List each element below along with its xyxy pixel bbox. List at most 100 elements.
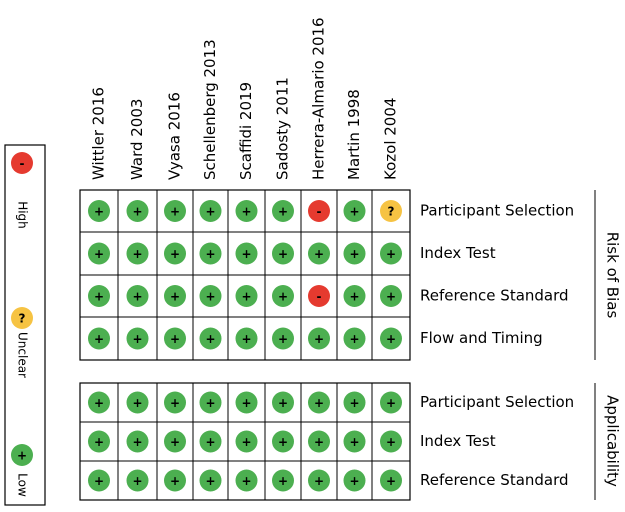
judgment-circle: [308, 327, 330, 350]
group-title: Applicability: [604, 395, 622, 487]
judgment-circle: [235, 285, 258, 307]
judgment-circle: [199, 285, 222, 307]
judgment-circle: [199, 200, 222, 222]
judgment-symbol: +: [132, 290, 142, 304]
judgment-symbol: +: [278, 474, 288, 488]
judgment-symbol: +: [278, 396, 288, 410]
judgment-circle: [164, 430, 186, 453]
judgment-circle: [343, 391, 366, 414]
judgment-circle: [88, 430, 110, 453]
study-label: Vyasa 2016: [166, 92, 184, 180]
judgment-circle: [164, 327, 186, 350]
judgment-symbol: +: [132, 205, 142, 219]
judgment-circle: [380, 200, 402, 222]
study-label: Martin 1998: [345, 89, 363, 180]
judgment-circle: [164, 469, 186, 492]
judgment-circle: [126, 469, 149, 492]
table-border: [79, 382, 411, 501]
judgment-symbol: +: [314, 332, 324, 346]
judgment-circle: [343, 242, 366, 265]
study-label: Kozol 2004: [382, 98, 400, 180]
judgment-symbol: +: [349, 247, 359, 261]
judgment-symbol: -: [317, 290, 322, 304]
domain-label: Participant Selection: [420, 202, 574, 220]
legend-box: [4, 144, 46, 506]
judgment-symbol: +: [205, 435, 215, 449]
judgment-circle: [88, 242, 110, 265]
judgment-symbol: +: [170, 247, 180, 261]
judgment-circle: [126, 242, 149, 265]
judgment-circle: [235, 242, 258, 265]
judgment-circle: [199, 327, 222, 350]
judgment-symbol: +: [94, 474, 104, 488]
judgment-symbol: +: [170, 332, 180, 346]
judgment-circle: [343, 327, 366, 350]
judgment-circle: [380, 327, 402, 350]
judgment-circle: [308, 200, 330, 222]
judgment-symbol: +: [349, 205, 359, 219]
domain-label: Index Test: [420, 432, 496, 450]
judgment-circle: [235, 430, 258, 453]
judgment-circle: [235, 469, 258, 492]
judgment-circle: [88, 200, 110, 222]
judgment-circle: [199, 391, 222, 414]
domain-label: Index Test: [420, 244, 496, 262]
judgment-circle: [272, 242, 294, 265]
judgment-circle: [126, 430, 149, 453]
judgment-symbol: +: [241, 247, 251, 261]
judgment-symbol: +: [170, 290, 180, 304]
judgment-symbol: +: [386, 332, 396, 346]
judgment-circle: [343, 285, 366, 307]
domain-label: Reference Standard: [420, 287, 569, 305]
judgment-circle: [272, 469, 294, 492]
judgment-circle: [235, 391, 258, 414]
judgment-circle: [126, 391, 149, 414]
group-title: Risk of Bias: [604, 232, 622, 319]
judgment-symbol: -: [317, 205, 322, 219]
judgment-symbol: +: [205, 474, 215, 488]
judgment-symbol: +: [386, 474, 396, 488]
judgment-circle: [308, 469, 330, 492]
judgment-symbol: +: [278, 435, 288, 449]
judgment-circle: [308, 242, 330, 265]
judgment-symbol: +: [170, 435, 180, 449]
judgment-symbol: +: [349, 474, 359, 488]
legend-symbol-text: +: [17, 449, 27, 463]
judgment-symbol: +: [170, 396, 180, 410]
judgment-symbol: +: [349, 290, 359, 304]
judgment-symbol: +: [314, 247, 324, 261]
judgment-symbol: +: [278, 205, 288, 219]
judgment-symbol: +: [94, 290, 104, 304]
judgment-circle: [272, 285, 294, 307]
judgment-symbol: +: [241, 332, 251, 346]
legend-symbol: [11, 152, 33, 174]
judgment-circle: [272, 430, 294, 453]
study-label: Herrera-Almario 2016: [310, 17, 328, 180]
legend-label: High: [16, 201, 30, 229]
judgment-symbol: +: [205, 332, 215, 346]
judgment-symbol: +: [314, 435, 324, 449]
domain-label: Flow and Timing: [420, 329, 543, 347]
judgment-circle: [308, 430, 330, 453]
judgment-symbol: +: [241, 474, 251, 488]
judgment-symbol: +: [386, 290, 396, 304]
judgment-circle: [380, 469, 402, 492]
judgment-circle: [126, 200, 149, 222]
judgment-circle: [272, 327, 294, 350]
judgment-symbol: +: [349, 396, 359, 410]
judgment-symbol: +: [94, 396, 104, 410]
judgment-circle: [308, 285, 330, 307]
judgment-symbol: +: [94, 332, 104, 346]
judgment-symbol: +: [132, 247, 142, 261]
judgment-circle: [235, 327, 258, 350]
legend-symbol-text: ?: [19, 312, 26, 326]
judgment-symbol: +: [170, 205, 180, 219]
judgment-symbol: +: [278, 247, 288, 261]
legend-symbol: [11, 444, 33, 466]
judgment-circle: [308, 391, 330, 414]
judgment-circle: [272, 200, 294, 222]
study-label: Sadosty 2011: [274, 77, 292, 180]
domain-label: Participant Selection: [420, 393, 574, 411]
judgment-symbol: +: [132, 396, 142, 410]
